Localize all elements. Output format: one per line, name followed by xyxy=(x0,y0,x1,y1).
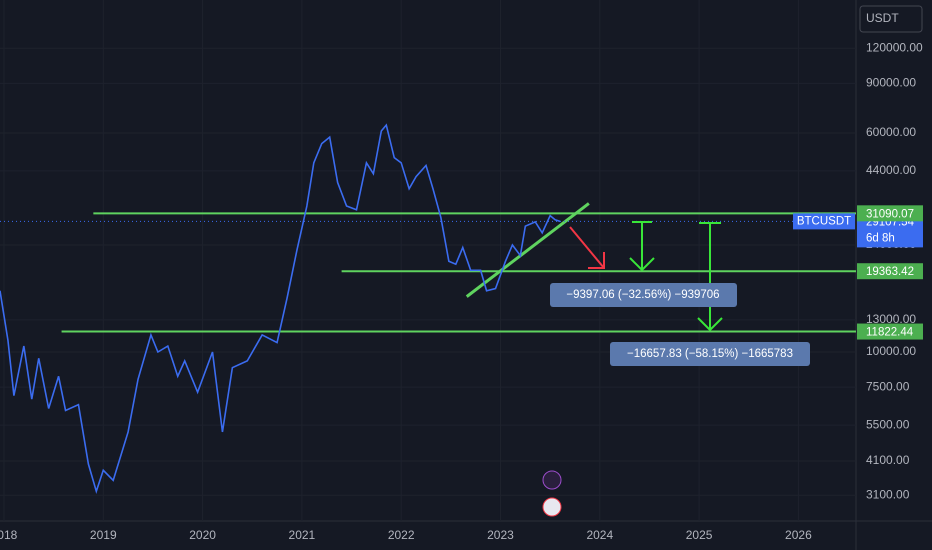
y-tick-label: 4100.00 xyxy=(866,453,910,467)
plot xyxy=(0,123,856,495)
measure-box xyxy=(610,342,810,366)
level-box xyxy=(857,205,923,222)
x-tick-label: 2024 xyxy=(586,528,613,542)
currency-box[interactable] xyxy=(859,5,923,33)
y-tick-label: 44000.00 xyxy=(866,163,916,177)
y-tick-label: 13000.00 xyxy=(866,312,916,326)
currency: USDT xyxy=(866,11,899,25)
arrows xyxy=(569,221,723,332)
green-arrow xyxy=(629,221,655,272)
y-tick-label: 5500.00 xyxy=(866,417,910,431)
price-line xyxy=(0,123,561,495)
y-tick-label: 60000.00 xyxy=(866,125,916,139)
x-tick-label: 2020 xyxy=(189,528,216,542)
x-tick-label: 2018 xyxy=(0,528,18,542)
x-tick-label: 2021 xyxy=(289,528,316,542)
y-tick-label: 120000.00 xyxy=(866,40,923,54)
x-tick-label: 2019 xyxy=(90,528,117,542)
x-tick-label: 2026 xyxy=(785,528,812,542)
measure-label: −16657.83 (−58.15%) −1665783 xyxy=(627,348,793,360)
level-label: 31090.07 xyxy=(866,208,914,220)
x-tick-label: 2023 xyxy=(487,528,514,542)
measure-box xyxy=(550,283,737,307)
y-tick-label: 3100.00 xyxy=(866,487,910,501)
axis: 3100.00 4100.00 5500.00 7500.00 10000.00 1300… xyxy=(0,40,923,542)
y-tick-label: 10000.00 xyxy=(866,344,916,358)
y-tick-label: 7500.00 xyxy=(866,379,910,393)
y-tick-label: 90000.00 xyxy=(866,76,916,90)
event-icon[interactable] xyxy=(542,470,562,490)
level-label: 19363.42 xyxy=(866,266,914,278)
countdown: 6d 8h xyxy=(866,232,895,244)
level-box xyxy=(857,263,923,280)
symbol-label: BTCUSDT xyxy=(797,215,851,227)
level-box xyxy=(857,323,923,340)
trend-line xyxy=(465,202,590,298)
green-arrow xyxy=(697,222,723,332)
level-label: 11822.44 xyxy=(866,327,914,339)
flag-icon[interactable] xyxy=(542,497,562,517)
x-tick-label: 2025 xyxy=(686,528,713,542)
symbol-box xyxy=(793,213,855,230)
x-tick-label: 2022 xyxy=(388,528,415,542)
red-arrow xyxy=(569,226,605,269)
measure-label: −9397.06 (−32.56%) −939706 xyxy=(566,289,719,301)
